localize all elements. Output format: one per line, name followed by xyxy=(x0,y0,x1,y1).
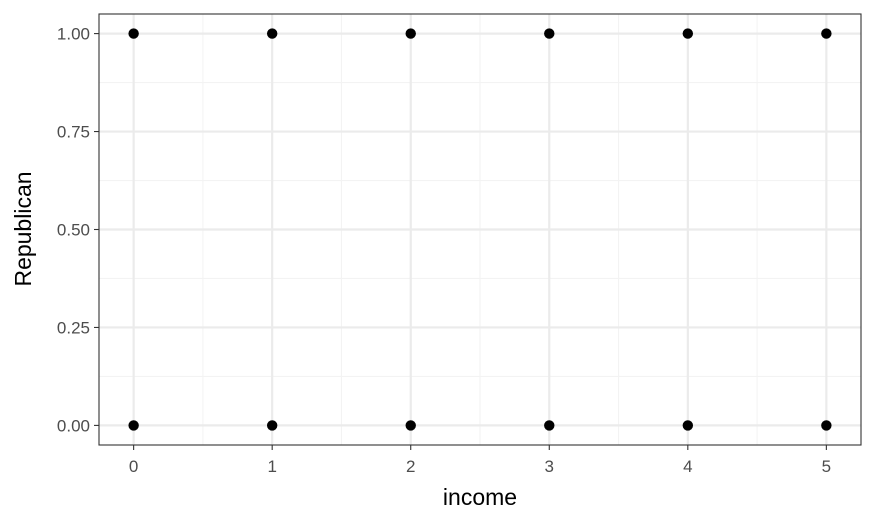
y-tick-label: 0.75 xyxy=(57,123,90,142)
data-point xyxy=(128,28,139,39)
y-tick-label: 0.50 xyxy=(57,221,90,240)
x-tick-label: 2 xyxy=(406,457,415,476)
data-point xyxy=(544,28,555,39)
axis-ticks: 0 1 2 3 4 5 0.00 0.25 0.50 0.75 1.00 xyxy=(57,25,831,476)
x-tick-label: 0 xyxy=(129,457,138,476)
data-point xyxy=(405,28,416,39)
data-point xyxy=(266,28,278,39)
data-point xyxy=(682,28,694,39)
data-point xyxy=(682,420,694,431)
y-tick-label: 0.00 xyxy=(57,416,90,435)
data-point xyxy=(266,420,278,431)
y-axis-title: Republican xyxy=(10,171,36,286)
x-tick-label: 1 xyxy=(267,457,276,476)
x-tick-label: 4 xyxy=(683,457,692,476)
data-point xyxy=(544,420,555,431)
data-point xyxy=(821,28,832,39)
data-point xyxy=(405,420,416,431)
y-tick-label: 1.00 xyxy=(57,25,90,44)
data-point xyxy=(821,420,832,431)
y-tick-label: 0.25 xyxy=(57,318,90,337)
x-tick-label: 3 xyxy=(545,457,554,476)
data-point xyxy=(128,420,139,431)
gridlines xyxy=(99,14,861,445)
x-tick-label: 5 xyxy=(822,457,831,476)
x-axis-title: income xyxy=(443,484,517,510)
data-points xyxy=(128,28,832,431)
